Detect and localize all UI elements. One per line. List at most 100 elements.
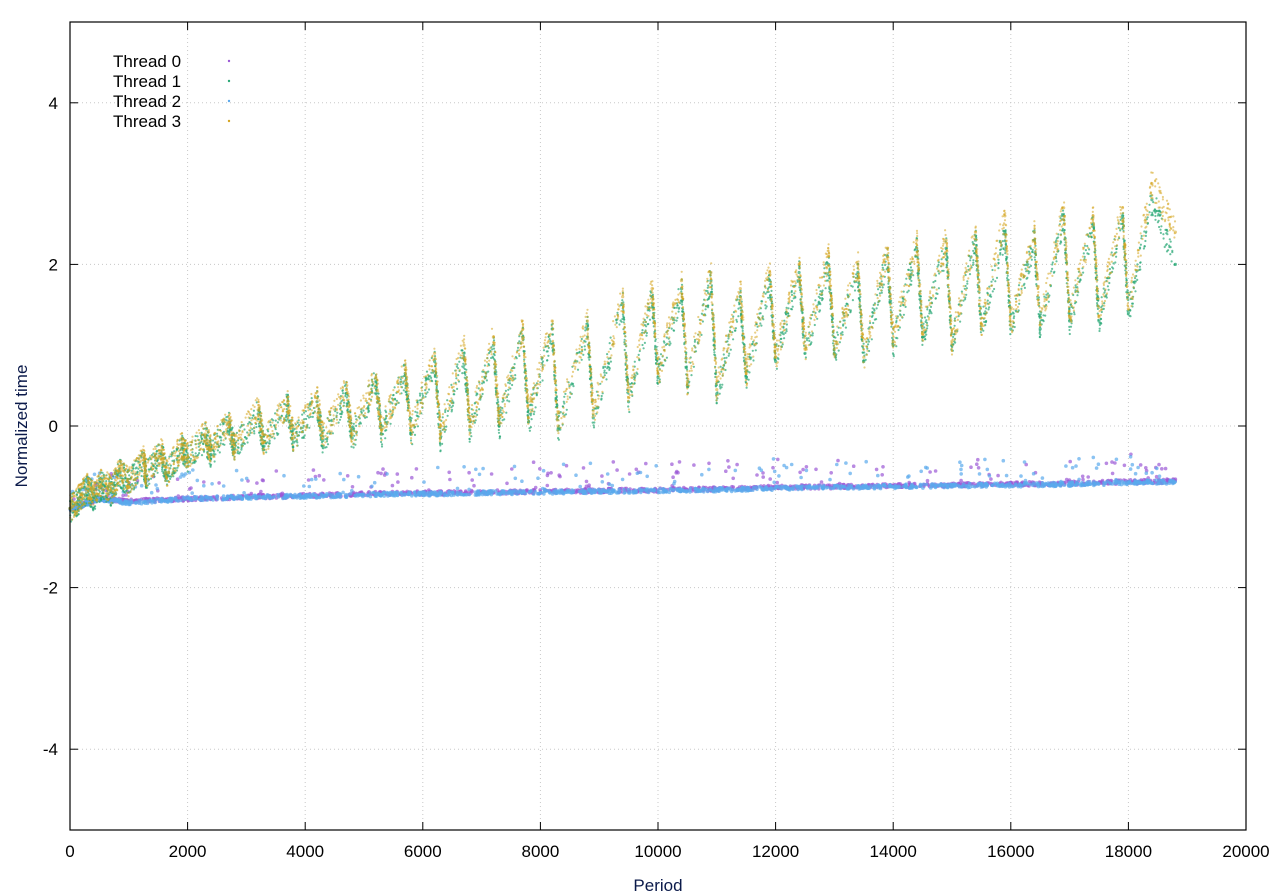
data-point xyxy=(828,477,832,482)
data-point xyxy=(1102,480,1106,485)
data-point xyxy=(317,495,322,499)
data-point xyxy=(321,451,324,454)
data-point xyxy=(644,487,649,491)
data-point xyxy=(997,484,1002,489)
data-point xyxy=(244,476,249,481)
data-point xyxy=(510,467,514,471)
data-point xyxy=(829,471,833,475)
data-point xyxy=(279,492,284,497)
data-point xyxy=(1154,478,1158,483)
data-point xyxy=(368,491,373,495)
data-point xyxy=(380,445,384,448)
data-point xyxy=(923,465,928,470)
data-point xyxy=(186,470,189,473)
data-point xyxy=(873,486,877,490)
data-point xyxy=(516,346,520,349)
data-point xyxy=(457,374,460,377)
data-point xyxy=(801,467,805,472)
data-point xyxy=(276,433,279,436)
data-point xyxy=(842,484,847,489)
data-point xyxy=(976,483,981,488)
data-point xyxy=(128,474,131,477)
data-point xyxy=(1141,481,1145,485)
data-point xyxy=(1043,481,1048,486)
data-point xyxy=(447,470,452,475)
data-point xyxy=(816,486,820,490)
data-point xyxy=(478,408,481,411)
data-point xyxy=(700,472,704,477)
data-point xyxy=(255,481,259,485)
data-point xyxy=(735,462,739,467)
data-point xyxy=(796,484,801,489)
data-point xyxy=(759,468,764,473)
data-point xyxy=(365,493,370,498)
data-point xyxy=(1133,471,1138,476)
data-point xyxy=(1018,483,1022,487)
data-point xyxy=(249,497,253,501)
data-point xyxy=(477,472,482,477)
data-point xyxy=(355,424,358,427)
data-point xyxy=(444,493,448,497)
data-point xyxy=(447,492,452,497)
data-point xyxy=(414,493,418,498)
data-point xyxy=(211,439,215,442)
data-point xyxy=(274,469,279,473)
data-point xyxy=(458,360,461,363)
data-point xyxy=(605,472,610,476)
data-point xyxy=(310,397,313,400)
data-point xyxy=(392,490,397,495)
data-point xyxy=(799,475,803,480)
data-point xyxy=(441,416,444,419)
data-point xyxy=(424,492,429,496)
data-point xyxy=(620,477,625,482)
data-point xyxy=(600,480,605,484)
data-point xyxy=(884,484,888,489)
data-point xyxy=(549,342,552,345)
data-point xyxy=(540,490,544,495)
data-point xyxy=(350,488,354,493)
data-point xyxy=(975,462,979,467)
data-point xyxy=(804,465,809,469)
data-point xyxy=(530,418,533,421)
data-point xyxy=(545,483,550,488)
data-point xyxy=(331,432,334,435)
data-point xyxy=(192,495,197,499)
data-point xyxy=(156,471,159,474)
data-point xyxy=(1138,463,1143,467)
data-point xyxy=(410,475,414,480)
data-point xyxy=(223,443,226,446)
data-point xyxy=(149,490,154,495)
data-point xyxy=(488,489,493,494)
data-point xyxy=(611,460,616,464)
data-point xyxy=(468,440,471,443)
data-point xyxy=(465,368,468,371)
data-point xyxy=(149,477,153,480)
data-point xyxy=(336,492,340,496)
data-point xyxy=(727,465,731,469)
data-point xyxy=(329,495,333,500)
data-point xyxy=(958,460,962,465)
data-point xyxy=(135,466,138,469)
data-point xyxy=(155,467,158,470)
data-point xyxy=(338,471,343,476)
data-point xyxy=(225,416,228,419)
data-point xyxy=(399,383,402,386)
data-point xyxy=(215,432,219,435)
data-point xyxy=(692,463,696,467)
data-point xyxy=(919,469,923,474)
data-point xyxy=(202,483,206,488)
data-point xyxy=(342,477,346,482)
data-point xyxy=(94,505,97,508)
data-point xyxy=(214,453,217,456)
data-point xyxy=(821,486,826,490)
data-point xyxy=(490,356,493,360)
data-point xyxy=(262,444,266,448)
data-point xyxy=(748,488,753,493)
data-point xyxy=(261,478,266,483)
data-point xyxy=(176,466,179,469)
data-point xyxy=(372,480,377,485)
data-point xyxy=(533,485,538,490)
data-point xyxy=(249,491,254,496)
data-point xyxy=(735,488,740,493)
data-point xyxy=(193,461,196,464)
